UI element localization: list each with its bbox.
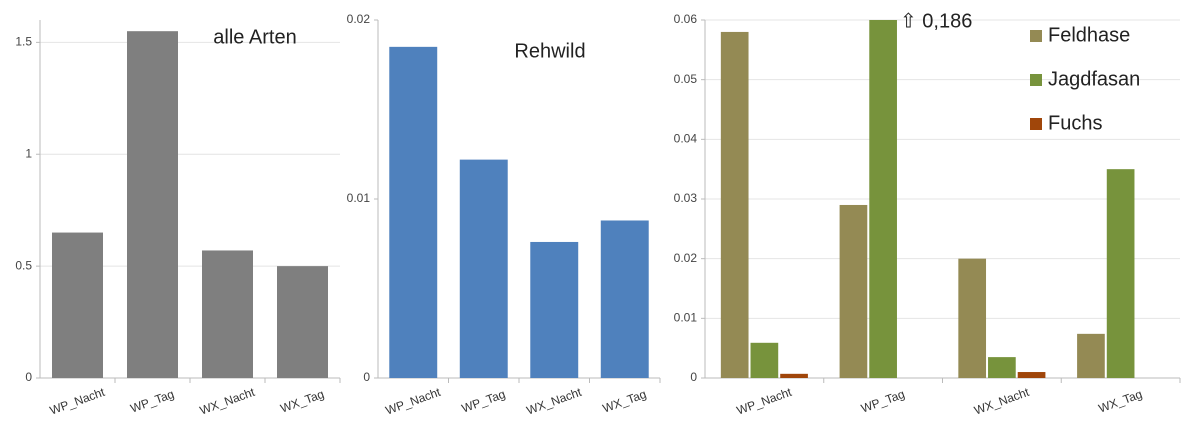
y-tick-label: 0.04 bbox=[674, 132, 698, 146]
x-tick-label: WP_Tag bbox=[129, 387, 176, 416]
x-tick-label: WX_Tag bbox=[601, 387, 648, 416]
y-tick-label: 0.02 bbox=[347, 12, 371, 26]
bar bbox=[750, 342, 779, 378]
x-tick-label: WP_Tag bbox=[460, 387, 507, 416]
y-tick-label: 0.5 bbox=[15, 258, 32, 272]
bar bbox=[839, 204, 868, 378]
annotation: ⇧ 0,186 bbox=[900, 10, 972, 32]
y-tick-label: 0.05 bbox=[674, 72, 698, 86]
x-tick-label: WX_Tag bbox=[279, 387, 326, 416]
bar bbox=[988, 357, 1016, 378]
legend-swatch bbox=[1030, 74, 1042, 86]
x-tick-label: WP_Nacht bbox=[735, 385, 794, 418]
legend-swatch bbox=[1030, 30, 1042, 42]
bar bbox=[720, 31, 749, 378]
bar bbox=[530, 241, 579, 378]
bar bbox=[780, 373, 808, 378]
y-tick-label: 0 bbox=[363, 370, 370, 384]
y-tick-label: 0.01 bbox=[674, 311, 698, 325]
bar bbox=[1017, 372, 1046, 378]
bar bbox=[52, 232, 103, 378]
y-tick-label: 0.02 bbox=[674, 251, 698, 265]
x-tick-label: WP_Nacht bbox=[384, 385, 443, 418]
bar bbox=[127, 31, 178, 378]
legend-swatch bbox=[1030, 118, 1042, 130]
bars bbox=[52, 31, 328, 378]
bar bbox=[202, 250, 253, 378]
bar bbox=[277, 266, 328, 378]
x-tick-label: WP_Nacht bbox=[48, 385, 107, 418]
x-tick-label: WX_Nacht bbox=[972, 385, 1031, 418]
y-tick-label: 0 bbox=[690, 370, 697, 384]
bar bbox=[869, 20, 897, 378]
bar bbox=[389, 46, 438, 378]
bar bbox=[958, 258, 987, 378]
bars bbox=[389, 46, 649, 378]
y-tick-label: 0.03 bbox=[674, 191, 698, 205]
x-tick-label: WP_Tag bbox=[859, 387, 906, 416]
x-tick-label: WX_Tag bbox=[1097, 387, 1144, 416]
legend-label: Jagdfasan bbox=[1048, 68, 1140, 90]
bar bbox=[459, 159, 508, 378]
y-tick-label: 1 bbox=[25, 146, 32, 160]
bar bbox=[600, 220, 649, 378]
x-tick-label: WX_Nacht bbox=[198, 385, 257, 418]
chart-title: alle Arten bbox=[213, 26, 296, 48]
legend-label: Fuchs bbox=[1048, 112, 1102, 134]
legend-label: Feldhase bbox=[1048, 24, 1130, 46]
chart-title: Rehwild bbox=[514, 40, 585, 62]
bars bbox=[720, 20, 1135, 378]
y-tick-label: 1.5 bbox=[15, 35, 32, 49]
bar bbox=[1106, 169, 1135, 378]
y-tick-label: 0 bbox=[25, 370, 32, 384]
x-tick-label: WX_Nacht bbox=[525, 385, 584, 418]
y-tick-label: 0.01 bbox=[347, 191, 371, 205]
bar bbox=[1077, 333, 1105, 378]
y-tick-label: 0.06 bbox=[674, 12, 698, 26]
